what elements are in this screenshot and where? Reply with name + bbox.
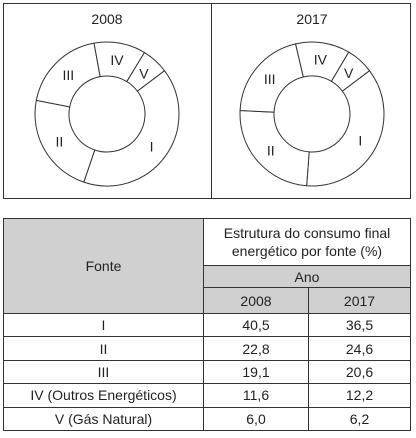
charts-divider xyxy=(211,3,212,199)
slice-label: I xyxy=(358,132,362,148)
cell-2017: 24,6 xyxy=(308,336,411,361)
cell-2008: 40,5 xyxy=(203,312,309,338)
cell-2008: 11,6 xyxy=(203,383,309,408)
pie-slice-V xyxy=(330,51,371,92)
slice-label: V xyxy=(139,65,149,81)
cell-2017: 12,2 xyxy=(308,383,411,408)
header-fonte: Fonte xyxy=(3,218,204,314)
table-row: V (Gás Natural) 6,0 6,2 xyxy=(3,406,411,432)
pie-slice-II xyxy=(34,99,96,183)
table-row: II 22,8 24,6 xyxy=(3,336,411,361)
table-row: I 40,5 36,5 xyxy=(3,312,411,338)
table-row: IV (Outros Energéticos) 11,6 12,2 xyxy=(3,383,411,408)
chart-title: 2008 xyxy=(91,11,122,27)
slice-label: II xyxy=(56,134,64,150)
pie-slice-V xyxy=(126,51,166,92)
cell-2008: 19,1 xyxy=(203,359,309,385)
slice-label: III xyxy=(62,67,74,83)
cell-2008: 22,8 xyxy=(203,336,309,361)
cell-2017: 36,5 xyxy=(308,312,411,338)
header-estrutura: Estrutura do consumo final energético po… xyxy=(203,218,411,266)
slice-label: IV xyxy=(110,52,124,68)
slice-label: I xyxy=(150,138,154,154)
cell-2017: 6,2 xyxy=(308,406,411,432)
slice-label: II xyxy=(267,142,275,158)
row-label: IV (Outros Energéticos) xyxy=(3,383,204,408)
pie-slice-I xyxy=(83,69,180,187)
data-table: Fonte Estrutura do consumo final energét… xyxy=(3,218,411,432)
pie-slice-I xyxy=(306,69,385,187)
cell-2008: 6,0 xyxy=(203,406,309,432)
chart-title: 2017 xyxy=(296,11,327,27)
header-year-2008: 2008 xyxy=(203,287,309,314)
slice-label: V xyxy=(344,65,354,81)
row-label: V (Gás Natural) xyxy=(3,406,204,432)
cell-2017: 20,6 xyxy=(308,359,411,385)
slice-label: IV xyxy=(314,52,328,68)
header-ano: Ano xyxy=(203,265,411,288)
header-year-2017: 2017 xyxy=(308,287,411,314)
slice-label: III xyxy=(264,71,276,87)
table-row: III 19,1 20,6 xyxy=(3,359,411,385)
row-label: III xyxy=(3,359,204,385)
charts-panel xyxy=(3,3,411,199)
row-label: II xyxy=(3,336,204,361)
row-label: I xyxy=(3,312,204,338)
